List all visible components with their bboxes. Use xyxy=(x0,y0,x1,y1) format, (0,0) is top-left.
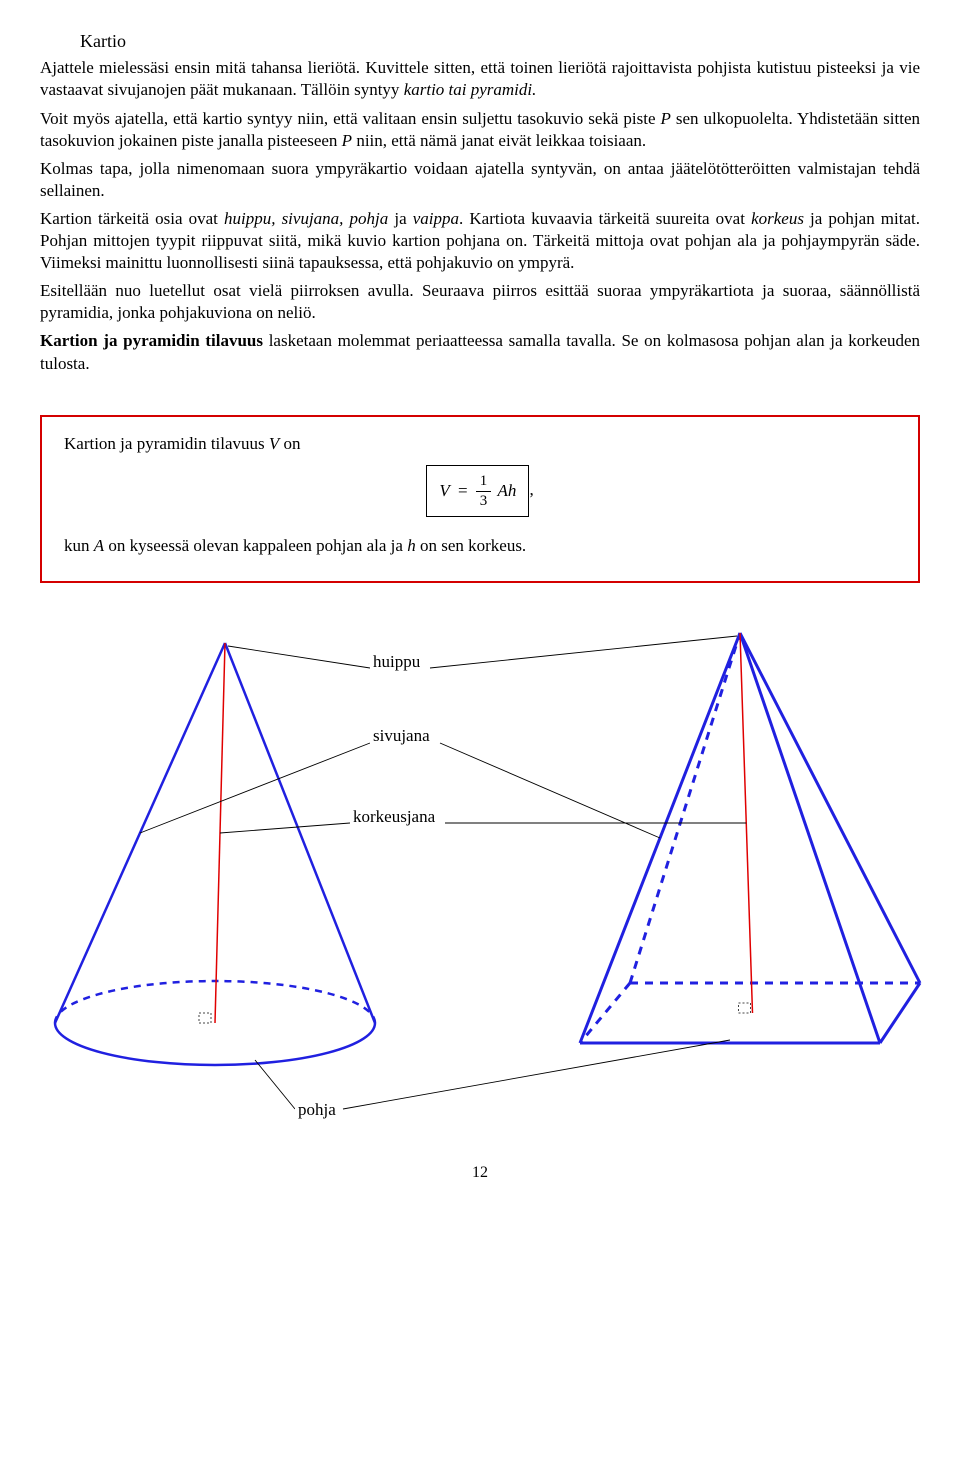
section-heading: Kartio xyxy=(80,30,920,53)
text: on xyxy=(279,434,300,453)
paragraph-6: Kartion ja pyramidin tilavuus lasketaan … xyxy=(40,330,920,374)
text: niin, että nämä janat eivät leikkaa tois… xyxy=(352,131,646,150)
paragraph-5: Esitellään nuo luetellut osat vielä piir… xyxy=(40,280,920,324)
var-A: A xyxy=(94,536,104,555)
text-italic: vaippa xyxy=(413,209,459,228)
page-number: 12 xyxy=(40,1163,920,1184)
var-P: P xyxy=(342,131,352,150)
paragraph-2: Voit myös ajatella, että kartio syntyy n… xyxy=(40,108,920,152)
text-italic: korkeus xyxy=(751,209,804,228)
text-italic: huippu, sivujana, pohja xyxy=(224,209,388,228)
text-italic: kartio tai pyramidi. xyxy=(404,80,537,99)
text: kun xyxy=(64,536,94,555)
formula-after: kun A on kyseessä olevan kappaleen pohja… xyxy=(64,535,896,557)
fraction: 1 3 xyxy=(476,472,492,512)
text: ja xyxy=(388,209,413,228)
formula-intro: Kartion ja pyramidin tilavuus V on xyxy=(64,433,896,455)
text: on kyseessä olevan kappaleen pohjan ala … xyxy=(104,536,407,555)
denominator: 3 xyxy=(476,492,492,512)
text-bold: Kartion ja pyramidin tilavuus xyxy=(40,331,263,350)
label-huippu: huippu xyxy=(370,651,423,673)
formula-box: Kartion ja pyramidin tilavuus V on V = 1… xyxy=(40,415,920,583)
var-V: V xyxy=(269,434,279,453)
numerator: 1 xyxy=(476,472,492,493)
formula-boxed: V = 1 3 Ah xyxy=(426,465,529,517)
var-h: h xyxy=(407,536,416,555)
text: Voit myös ajatella, että kartio syntyy n… xyxy=(40,109,661,128)
label-korkeusjana: korkeusjana xyxy=(350,806,438,828)
label-sivujana: sivujana xyxy=(370,725,433,747)
text: Kartion ja pyramidin tilavuus xyxy=(64,434,269,453)
paragraph-3: Kolmas tapa, jolla nimenomaan suora ympy… xyxy=(40,158,920,202)
formula: V = 1 3 Ah , xyxy=(64,465,896,517)
var-Ah: Ah xyxy=(498,481,517,500)
text: Kartion tärkeitä osia ovat xyxy=(40,209,224,228)
text: on sen korkeus. xyxy=(416,536,526,555)
diagram-area: huippu sivujana korkeusjana pohja xyxy=(40,603,920,1143)
paragraph-4: Kartion tärkeitä osia ovat huippu, sivuj… xyxy=(40,208,920,274)
var-V: V xyxy=(439,481,449,500)
paragraph-1: Ajattele mielessäsi ensin mitä tahansa l… xyxy=(40,57,920,101)
label-pohja: pohja xyxy=(295,1099,339,1121)
cone-pyramid-diagram xyxy=(40,603,940,1143)
var-P: P xyxy=(661,109,671,128)
text: . Kartiota kuvaavia tärkeitä suureita ov… xyxy=(459,209,751,228)
equals: = xyxy=(458,481,468,500)
comma: , xyxy=(529,480,533,499)
